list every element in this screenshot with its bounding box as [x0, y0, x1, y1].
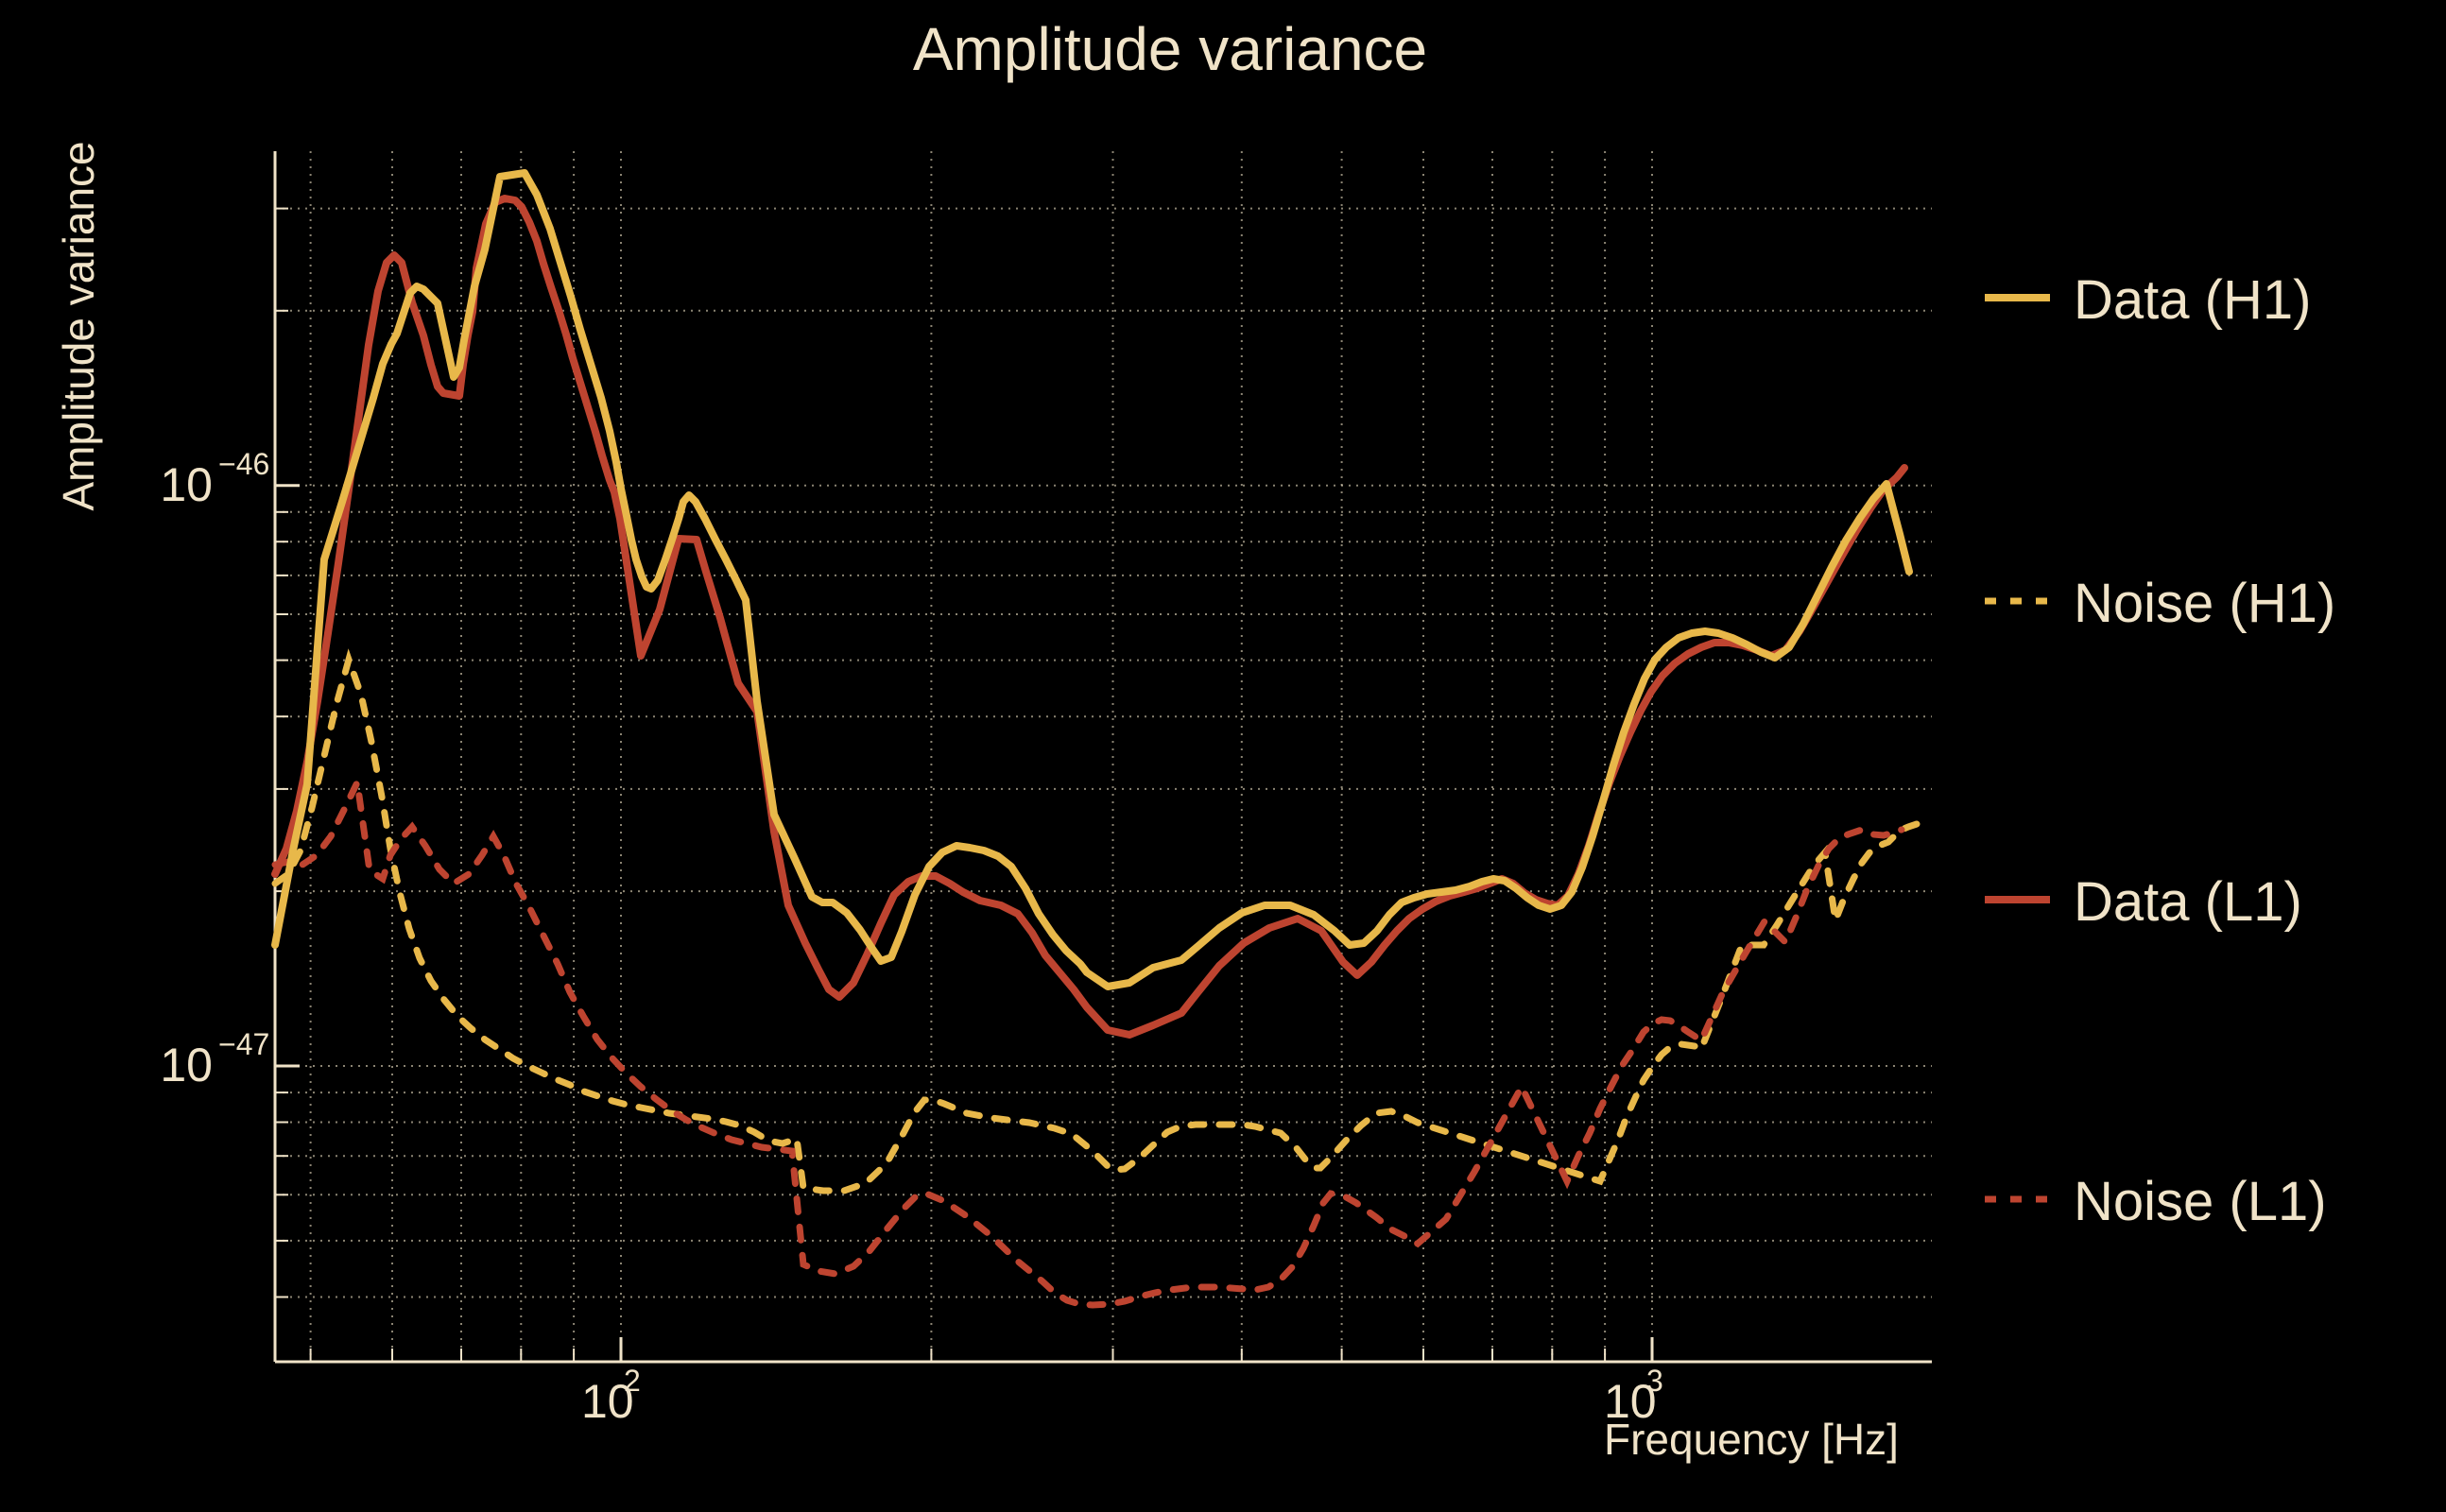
svg-text:Noise (H1): Noise (H1)	[2074, 573, 2335, 634]
svg-text:Data (H1): Data (H1)	[2074, 269, 2311, 331]
svg-text:Amplitude variance: Amplitude variance	[913, 15, 1427, 83]
svg-text:2: 2	[624, 1364, 641, 1398]
svg-text:−47: −47	[218, 1027, 269, 1061]
svg-text:Noise (L1): Noise (L1)	[2074, 1171, 2327, 1232]
svg-text:10: 10	[160, 458, 213, 511]
svg-text:−46: −46	[218, 447, 269, 481]
svg-text:10: 10	[160, 1039, 213, 1091]
svg-text:Data (L1): Data (L1)	[2074, 871, 2302, 933]
svg-text:Frequency [Hz]: Frequency [Hz]	[1604, 1415, 1899, 1464]
svg-text:Amplitude variance: Amplitude variance	[54, 141, 103, 510]
svg-text:3: 3	[1646, 1364, 1663, 1398]
